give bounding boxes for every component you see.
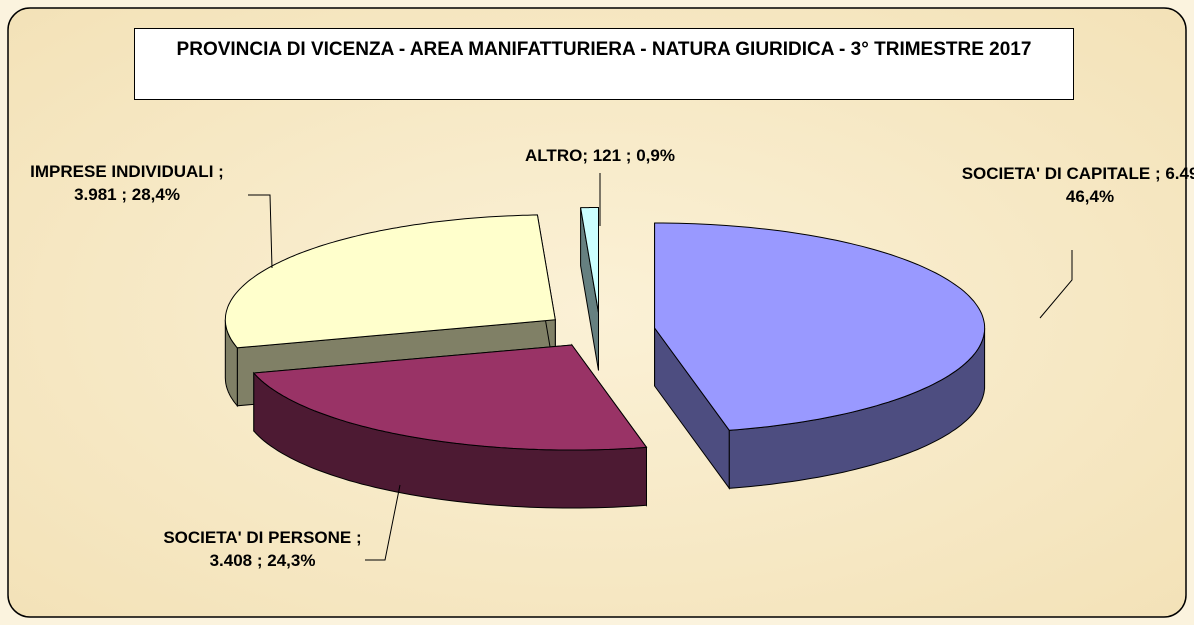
slice-label: ALTRO; 121 ; 0,9%	[470, 144, 730, 167]
value-label: ; 121 ;	[582, 146, 632, 165]
category: ALTRO	[525, 146, 583, 165]
slice	[580, 207, 599, 371]
pie	[224, 207, 986, 509]
leader-line	[1039, 250, 1073, 319]
chart-title: PROVINCIA DI VICENZA - AREA MANIFATTURIE…	[134, 28, 1074, 100]
value-label: ; 3.981 ;	[74, 162, 224, 204]
category: IMPRESE INDIVIDUALI	[30, 162, 214, 181]
percent-label: 28,4%	[131, 185, 180, 204]
slice-label: SOCIETA' DI CAPITALE ; 6.493 ; 46,4%	[960, 162, 1194, 208]
value-label: ; 3.408 ;	[209, 528, 362, 570]
slice-top	[580, 207, 599, 313]
category: SOCIETA' DI CAPITALE	[961, 164, 1151, 183]
slice-label: SOCIETA' DI PERSONE ; 3.408 ; 24,3%	[150, 526, 375, 572]
percent-label: 0,9%	[636, 146, 675, 165]
leader-line	[365, 484, 401, 561]
leader-line	[248, 194, 273, 269]
slice-top	[252, 344, 648, 451]
value-label: ; 6.493 ;	[1154, 164, 1194, 183]
slice	[252, 343, 648, 509]
slice-top	[654, 222, 986, 431]
percent-label: 24,3%	[267, 551, 316, 570]
percent-label: 46,4%	[1065, 187, 1115, 206]
category: SOCIETA' DI PERSONE	[163, 528, 352, 547]
slice-top	[224, 214, 556, 349]
slice-label: IMPRESE INDIVIDUALI ; 3.981 ; 28,4%	[12, 160, 242, 206]
leader-lines	[248, 173, 1073, 561]
slice	[654, 222, 986, 490]
